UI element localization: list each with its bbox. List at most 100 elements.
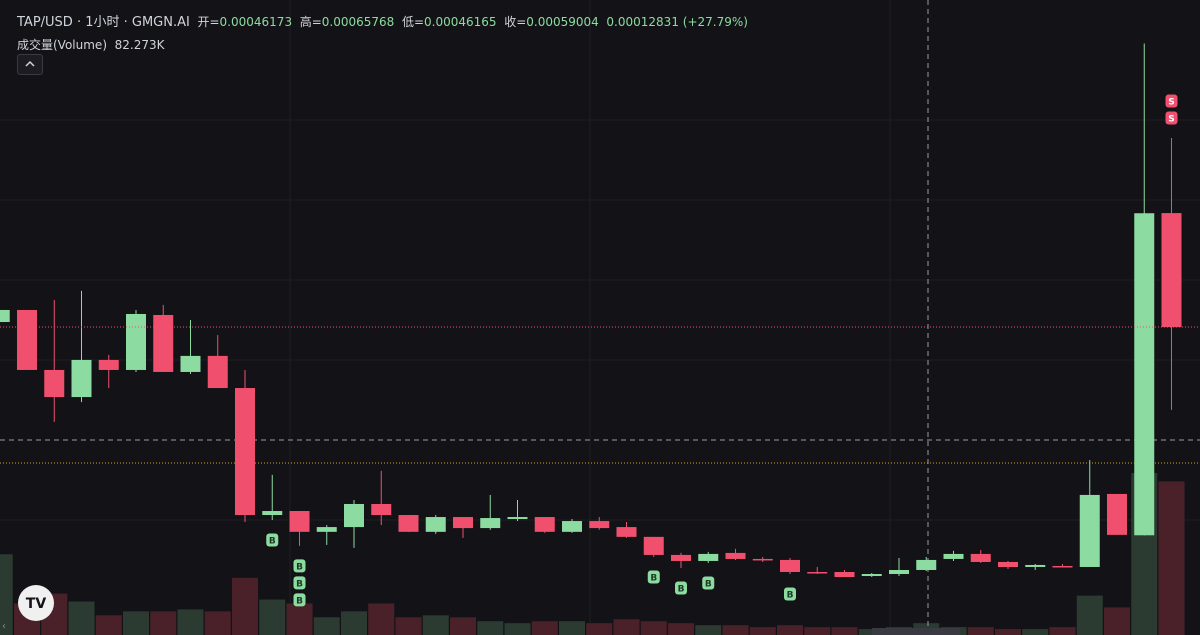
- change-percent: (+27.79%): [682, 15, 748, 29]
- low-value: 0.00046165: [424, 15, 497, 29]
- open-label: 开=: [197, 15, 220, 29]
- candle-body: [1161, 213, 1182, 328]
- candle-body: [562, 521, 582, 532]
- volume-bar: [422, 615, 449, 635]
- volume-bar: [95, 615, 122, 635]
- volume-bar: [1104, 607, 1130, 635]
- volume-bar: [831, 627, 858, 635]
- volume-value: 82.273K: [114, 38, 165, 52]
- candle-body: [153, 314, 174, 372]
- candle-body: [616, 527, 637, 537]
- volume-bar: [531, 621, 558, 635]
- trade-marker-label: S: [1168, 115, 1174, 125]
- trade-marker: [1165, 94, 1178, 108]
- candle-body: [780, 559, 800, 573]
- candle-body: [834, 572, 855, 578]
- candle-body: [344, 503, 364, 528]
- candle-body: [126, 313, 146, 370]
- volume-bar: [232, 577, 258, 635]
- candle-body: [453, 517, 473, 529]
- volume-bar: [668, 623, 694, 635]
- candle-body: [17, 309, 37, 370]
- candle-body: [889, 569, 909, 575]
- candle-body: [44, 369, 65, 398]
- candle-body: [752, 558, 773, 561]
- trade-marker: [784, 587, 796, 601]
- close-label: 收=: [504, 15, 527, 29]
- trade-marker: [647, 570, 660, 584]
- candle-body: [1134, 213, 1155, 536]
- trade-marker: [702, 576, 715, 590]
- volume-bar: [368, 603, 395, 635]
- trade-marker: [266, 533, 279, 547]
- trade-marker-label: B: [650, 573, 657, 583]
- candle-body: [316, 527, 337, 532]
- scrollbar[interactable]: [872, 628, 960, 635]
- volume-bar: [1049, 627, 1076, 635]
- tradingview-logo[interactable]: [18, 585, 54, 621]
- trade-marker: [675, 581, 687, 595]
- volume-bar: [804, 627, 831, 635]
- candle-body: [916, 559, 937, 570]
- volume-bar: [967, 627, 994, 635]
- volume-bar: [613, 619, 640, 635]
- volume-bar: [1022, 629, 1049, 635]
- candle-body: [207, 355, 228, 389]
- candle-body: [289, 511, 310, 532]
- candle-body: [725, 552, 746, 559]
- volume-label: 成交量(Volume): [17, 38, 107, 52]
- candle-body: [1107, 493, 1127, 535]
- volume-bar: [640, 621, 667, 635]
- volume-bar: [0, 554, 13, 635]
- volume-bar: [1076, 595, 1103, 635]
- trade-marker: [293, 593, 306, 607]
- volume-bar: [1158, 481, 1185, 635]
- candle-body: [235, 388, 255, 516]
- trade-marker-label: B: [787, 591, 794, 601]
- volume-bar: [286, 603, 313, 635]
- volume-bar: [177, 609, 204, 635]
- candle-body: [398, 515, 419, 532]
- trade-marker-label: B: [705, 579, 712, 589]
- candle-body: [1025, 564, 1046, 567]
- candle-body: [371, 503, 392, 516]
- collapse-button[interactable]: [17, 54, 43, 75]
- change-value: 0.00012831: [606, 15, 679, 29]
- volume-bar: [395, 617, 422, 635]
- legend-header: TAP/USD · 1小时 · GMGN.AI 开=0.00046173 高=0…: [17, 11, 748, 30]
- scroll-left[interactable]: ‹: [2, 621, 6, 632]
- volume-bar: [341, 611, 367, 635]
- volume-bar: [858, 629, 885, 635]
- volume-bar: [504, 623, 531, 635]
- low-label: 低=: [401, 15, 425, 29]
- candle-body: [262, 511, 283, 516]
- chevron: [25, 60, 35, 67]
- volume-bar: [695, 625, 722, 635]
- volume-bar: [150, 611, 177, 635]
- trade-marker-label: B: [296, 579, 303, 589]
- trade-marker-label: B: [269, 537, 276, 547]
- candle-body: [943, 553, 964, 559]
- logo-text: TV: [26, 596, 47, 612]
- volume-bar: [123, 611, 149, 635]
- open-value: 0.00046173: [219, 15, 293, 29]
- candle-body: [1079, 494, 1100, 567]
- volume-bar: [995, 629, 1021, 635]
- candle-body: [807, 572, 828, 574]
- candle-body: [970, 553, 991, 562]
- candle-body: [71, 359, 92, 398]
- high-label: 高=: [299, 15, 322, 29]
- trade-marker-label: B: [296, 562, 303, 572]
- volume-bar: [749, 627, 776, 635]
- close-value: 0.00059004: [526, 15, 599, 29]
- trade-marker-label: B: [296, 596, 303, 606]
- candle-body: [643, 536, 664, 555]
- volume-bar: [477, 621, 504, 635]
- high-value: 0.00065768: [321, 15, 395, 29]
- candle-body: [998, 561, 1018, 567]
- volume-bar: [559, 621, 585, 635]
- candle-body: [698, 553, 719, 561]
